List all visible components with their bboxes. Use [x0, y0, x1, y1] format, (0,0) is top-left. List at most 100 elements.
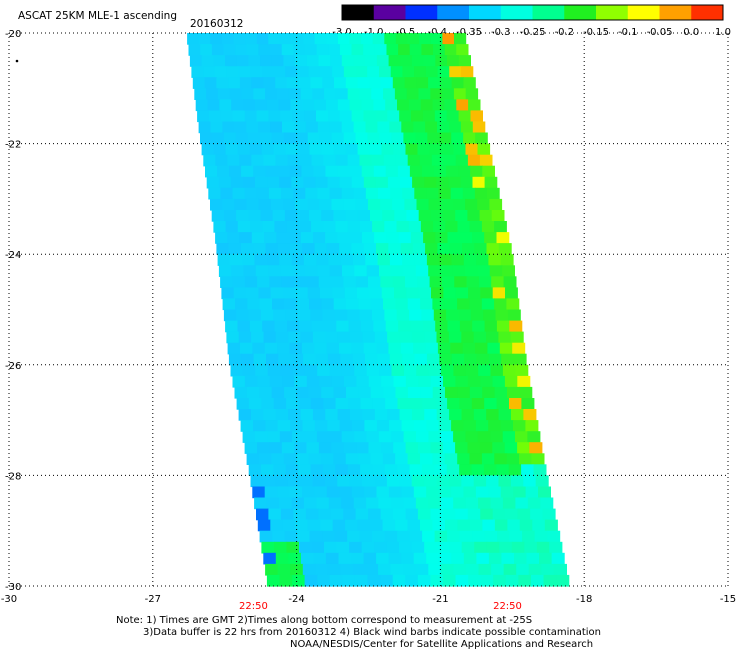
swath-cell: [372, 309, 385, 322]
swath-cell: [407, 154, 421, 167]
swath-cell: [361, 99, 374, 112]
swath-cell: [358, 386, 372, 399]
swath-cell: [283, 132, 297, 145]
swath-cell: [239, 232, 253, 244]
swath-cell: [318, 508, 332, 521]
swath-cell: [309, 298, 322, 311]
swath-cell: [451, 77, 464, 89]
swath-cell: [459, 232, 473, 244]
swath-cell: [445, 519, 459, 532]
swath-cell: [380, 198, 393, 211]
swath-cell: [187, 33, 200, 45]
swath-cell: [331, 442, 345, 454]
swath-cell: [482, 386, 496, 399]
swath-cell: [539, 552, 553, 565]
swath-cell: [398, 320, 412, 333]
swath-cell: [280, 364, 293, 377]
swath-cell: [255, 176, 268, 189]
swath-cell: [290, 243, 303, 255]
swath-cell: [353, 254, 366, 266]
swath-cell: [279, 497, 292, 510]
swath-cell: [425, 121, 438, 134]
swath-cell: [201, 143, 215, 156]
swath-cell: [522, 530, 536, 543]
swath-cell: [347, 88, 361, 100]
swath-cell: [521, 398, 535, 410]
swath-cell: [222, 298, 236, 311]
swath-heatmap: [187, 33, 570, 587]
swath-cell: [381, 143, 395, 156]
swath-cell: [459, 530, 473, 543]
swath-cell: [479, 154, 493, 167]
swath-cell: [248, 309, 262, 322]
swath-cell: [486, 475, 500, 488]
swath-cell: [234, 386, 248, 399]
colorbar-segment: [596, 5, 629, 20]
swath-cell: [258, 44, 271, 56]
swath-cell: [287, 154, 301, 167]
swath-cell: [225, 320, 239, 333]
colorbar-label: -0.1: [618, 27, 638, 38]
swath-cell: [519, 386, 533, 399]
swath-cell: [474, 541, 488, 554]
swath-cell: [285, 309, 299, 322]
swath-cell: [347, 464, 361, 476]
swath-cell: [466, 276, 480, 288]
swath-cell: [444, 298, 458, 311]
swath-cell: [293, 508, 307, 521]
swath-cell: [535, 475, 549, 488]
swath-cell: [323, 464, 336, 476]
swath-cell: [384, 221, 398, 233]
swath-cell: [513, 486, 527, 499]
swath-cell: [251, 331, 265, 344]
swath-cell: [350, 409, 363, 421]
swath-cell: [401, 552, 415, 565]
swath-cell: [200, 44, 213, 56]
swath-cell: [472, 121, 486, 134]
swath-cell: [313, 552, 327, 565]
swath-cell: [361, 165, 375, 178]
swath-cell: [400, 243, 414, 255]
swath-cell: [409, 398, 423, 410]
swath-cell: [314, 243, 328, 255]
swath-cell: [502, 265, 515, 277]
swath-cell: [393, 508, 407, 521]
swath-cell: [383, 298, 396, 311]
swath-cell: [290, 353, 304, 366]
swath-cell: [321, 298, 335, 311]
swath-cell: [455, 375, 469, 388]
swath-cell: [249, 143, 263, 156]
swath-cell: [236, 55, 249, 67]
swath-cell: [503, 276, 517, 288]
time-label: 22:50: [239, 601, 268, 612]
swath-cell: [296, 210, 310, 222]
swath-cell: [444, 44, 457, 56]
swath-cell: [315, 176, 329, 189]
swath-cell: [269, 442, 283, 454]
swath-cell: [517, 442, 531, 454]
swath-cell: [324, 320, 337, 333]
swath-cell: [268, 508, 282, 521]
swath-cell: [483, 309, 497, 322]
swath-cell: [318, 276, 332, 288]
y-tick-label: -28: [5, 471, 21, 482]
swath-cell: [500, 420, 514, 432]
swath-cell: [492, 442, 506, 454]
tick-labels: -30 -27 -24 -21 -18 -15 -20 -22 -24 -26 -28 -30 22:5…: [1, 29, 736, 612]
swath-cell: [273, 66, 286, 78]
note-line-2: 3)Data buffer is 22 hrs from 20160312 4)…: [143, 627, 601, 638]
swath-cell: [396, 309, 410, 322]
swath-cell: [345, 210, 359, 222]
x-tick-label: -15: [720, 594, 736, 605]
swath-cell: [318, 442, 332, 454]
swath-cell: [341, 497, 355, 510]
swath-cell: [355, 66, 368, 78]
swath-cell: [295, 519, 309, 532]
swath-cell: [319, 132, 333, 145]
swath-cell: [498, 331, 512, 344]
swath-cell: [438, 486, 452, 499]
swath-cell: [447, 320, 461, 333]
swath-cell: [403, 497, 417, 510]
swath-cell: [382, 210, 395, 222]
swath-cell: [317, 364, 331, 377]
